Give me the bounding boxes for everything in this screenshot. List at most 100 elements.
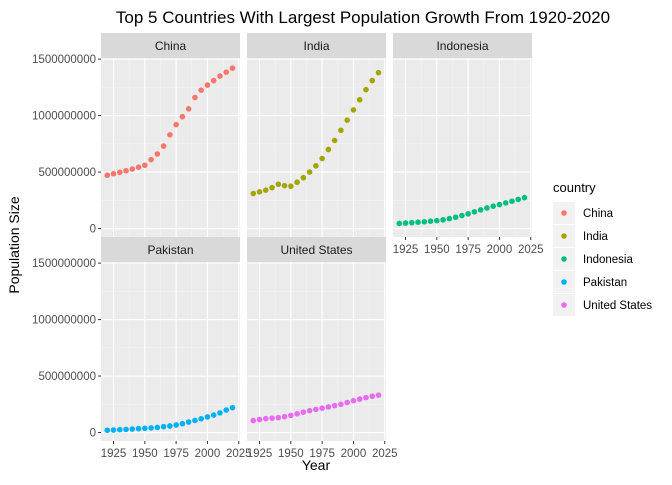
x-tick-label: 1975 — [309, 448, 335, 460]
data-point-india — [306, 169, 313, 175]
x-tick-label: 2025 — [518, 244, 544, 256]
x-tick-label: 2025 — [226, 448, 252, 460]
data-point-india — [269, 184, 275, 191]
data-point-indonesia — [515, 196, 522, 203]
data-point-united-states — [363, 394, 369, 401]
data-point-united-states — [369, 393, 376, 400]
data-point-indonesia — [396, 220, 403, 227]
x-tick-label: 1975 — [455, 244, 481, 256]
data-point-china — [185, 106, 192, 112]
data-point-indonesia — [440, 217, 446, 223]
facet-label-indonesia: Indonesia — [436, 39, 488, 53]
data-point-indonesia — [471, 209, 478, 215]
data-point-china — [192, 94, 198, 101]
y-tick-label: 0 — [90, 224, 96, 236]
x-tick-label: 1925 — [393, 244, 419, 256]
data-point-indonesia — [408, 219, 415, 226]
x-tick-label: 1950 — [424, 244, 450, 256]
data-point-india — [294, 179, 300, 186]
panel-background-pakistan — [101, 262, 240, 441]
data-point-pakistan — [173, 422, 179, 428]
data-point-china — [154, 151, 161, 157]
data-point-india — [250, 190, 257, 197]
facet-label-united-states: United States — [280, 243, 352, 257]
data-point-indonesia — [446, 215, 453, 222]
data-point-pakistan — [160, 423, 167, 430]
data-point-pakistan — [154, 424, 161, 431]
chart-title: Top 5 Countries With Largest Population … — [116, 8, 610, 27]
legend-label-pakistan: Pakistan — [583, 277, 627, 289]
data-point-india — [288, 183, 294, 189]
facet-label-india: India — [303, 39, 329, 53]
data-point-pakistan — [116, 426, 123, 433]
data-point-india — [375, 69, 382, 76]
y-tick-label: 1500000000 — [32, 54, 96, 66]
data-point-united-states — [306, 407, 313, 414]
data-point-united-states — [319, 405, 325, 411]
legend-marker-india — [561, 233, 567, 239]
data-point-india — [369, 77, 376, 84]
data-point-united-states — [350, 397, 357, 404]
data-point-united-states — [281, 413, 288, 420]
data-point-india — [356, 96, 363, 103]
series-india — [250, 69, 382, 197]
data-point-china — [210, 77, 217, 84]
data-point-china — [198, 87, 204, 93]
legend-marker-pakistan — [561, 279, 567, 285]
data-point-india — [363, 86, 369, 93]
data-point-china — [173, 121, 179, 128]
data-point-indonesia — [415, 219, 421, 226]
data-point-united-states — [250, 417, 257, 424]
facet-strip-indonesia — [393, 33, 532, 58]
data-point-indonesia — [427, 218, 434, 224]
x-tick-label: 1950 — [278, 448, 304, 460]
data-point-indonesia — [496, 201, 503, 208]
data-point-united-states — [294, 410, 300, 417]
data-point-china — [123, 167, 129, 174]
data-point-united-states — [344, 399, 350, 406]
data-point-india — [300, 174, 307, 181]
data-point-india — [262, 187, 269, 193]
data-point-indonesia — [402, 220, 409, 226]
data-point-pakistan — [104, 427, 111, 434]
y-tick-label: 500000000 — [38, 167, 96, 179]
data-point-india — [275, 181, 282, 188]
facet-strip-china — [101, 33, 240, 58]
panel-background-indonesia — [393, 58, 532, 237]
legend-label-china: China — [583, 208, 614, 220]
data-point-indonesia — [502, 200, 509, 206]
data-point-china — [160, 143, 167, 149]
data-point-india — [281, 182, 288, 189]
y-axis-title: Population Size — [6, 196, 22, 294]
data-point-indonesia — [452, 214, 459, 221]
data-point-united-states — [269, 415, 275, 421]
panel-background-united-states — [247, 262, 386, 441]
y-tick-label: 0 — [90, 428, 96, 440]
data-point-united-states — [262, 415, 269, 422]
data-point-united-states — [256, 416, 263, 423]
legend-marker-china — [561, 210, 567, 216]
x-tick-label: 2000 — [341, 448, 367, 460]
y-tick-label: 1000000000 — [32, 111, 96, 123]
data-point-indonesia — [459, 212, 465, 219]
legend: country China India Indonesia Pakistan United… — [553, 180, 652, 316]
series-china — [104, 65, 236, 179]
data-point-china — [204, 82, 211, 88]
y-tick-label: 1500000000 — [32, 258, 96, 270]
x-tick-label: 1950 — [132, 448, 158, 460]
facet-label-pakistan: Pakistan — [147, 243, 193, 257]
data-point-united-states — [325, 404, 332, 410]
data-point-india — [331, 137, 338, 144]
panel-background-china — [101, 58, 240, 237]
data-point-pakistan — [192, 417, 198, 424]
data-point-china — [223, 69, 230, 75]
data-point-india — [319, 155, 325, 162]
data-point-indonesia — [434, 217, 440, 224]
data-point-india — [344, 117, 350, 123]
y-tick-label: 1000000000 — [32, 315, 96, 327]
legend-marker-indonesia — [561, 256, 567, 262]
data-point-united-states — [313, 406, 319, 413]
x-axis-title: Year — [302, 457, 331, 473]
data-point-china — [129, 166, 136, 172]
